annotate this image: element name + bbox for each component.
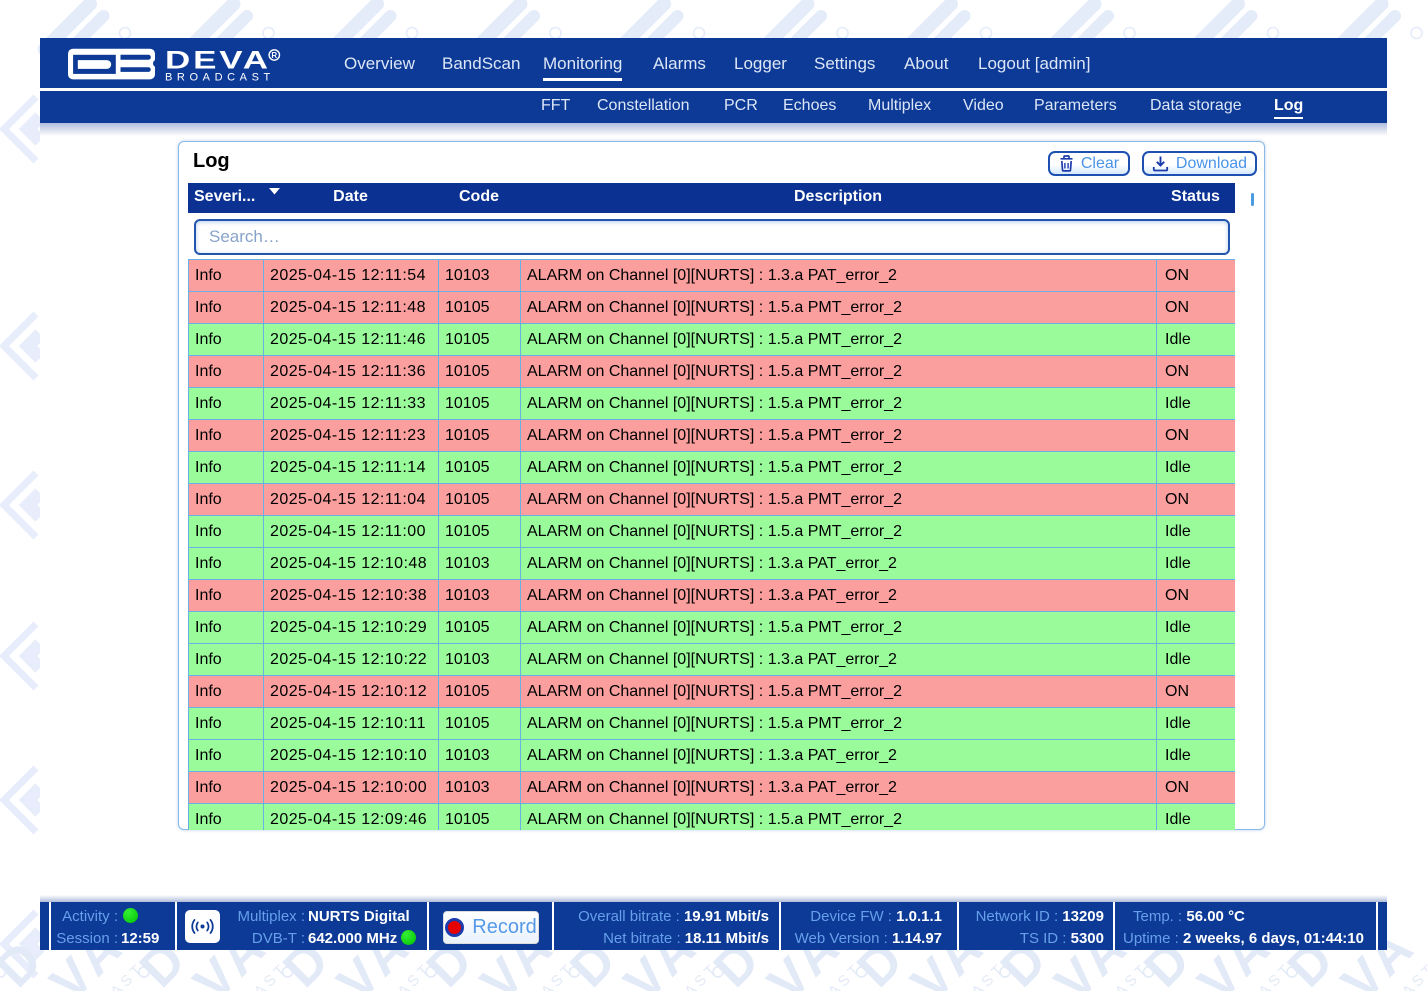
svg-text:BROADCAST: BROADCAST [165, 72, 275, 84]
svg-text:R: R [271, 51, 277, 60]
svg-text:DEVA: DEVA [165, 46, 271, 74]
